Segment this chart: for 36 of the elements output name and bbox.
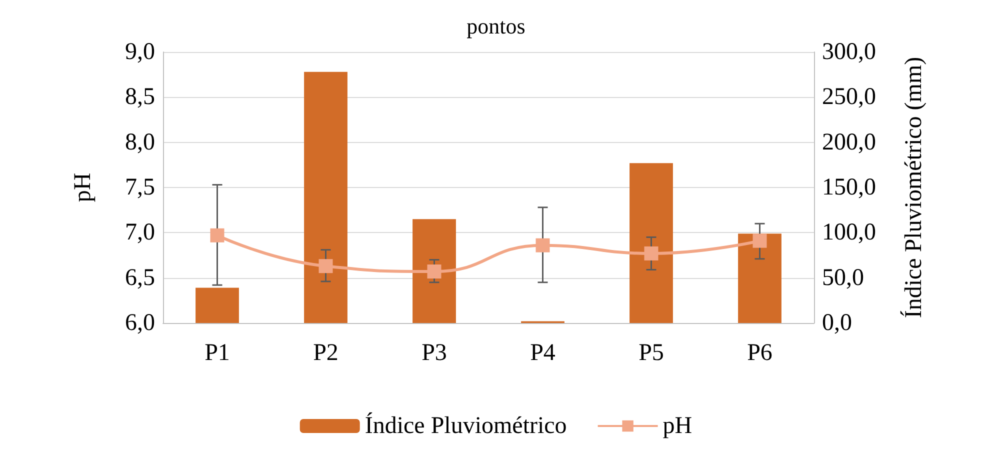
- point: [752, 234, 767, 248]
- y-axis-title: pH: [70, 172, 96, 202]
- y2-tick-label: 0,0: [822, 310, 852, 336]
- chart-title: pontos: [466, 14, 526, 38]
- y-tick-label: 7,5: [125, 174, 155, 200]
- y-tick-label: 8,5: [125, 84, 155, 110]
- y2-axis-title: Índice Pluviométrico (mm): [900, 56, 927, 318]
- x-tick-label: P2: [313, 340, 338, 366]
- point: [644, 246, 658, 260]
- bar: [304, 72, 348, 323]
- y2-tick-label: 250,0: [822, 84, 876, 110]
- bar: [630, 163, 673, 323]
- y-tick-label: 7,0: [125, 220, 155, 246]
- point: [427, 264, 442, 279]
- legend-label: Índice Pluviométrico: [364, 412, 567, 439]
- y2-tick-label: 150,0: [822, 174, 876, 200]
- y-tick-label: 6,5: [125, 264, 155, 291]
- y-tick-label: 6,0: [125, 310, 155, 336]
- y-tick-label: 8,0: [125, 129, 155, 156]
- x-tick-label: P5: [638, 340, 664, 366]
- point: [210, 228, 224, 242]
- point: [536, 238, 550, 252]
- bar: [196, 288, 239, 323]
- y2-tick-label: 300,0: [822, 39, 876, 65]
- x-tick-label: P4: [530, 340, 556, 366]
- bar: [738, 234, 782, 323]
- y2-tick-label: 50,0: [822, 264, 864, 291]
- x-tick-label: P1: [204, 340, 230, 366]
- bar: [412, 219, 456, 323]
- x-tick-label: P3: [422, 340, 447, 366]
- x-tick-label: P6: [747, 340, 772, 366]
- y2-tick-label: 200,0: [822, 129, 876, 156]
- y2-tick-label: 100,0: [822, 220, 876, 246]
- point: [318, 259, 333, 274]
- y-tick-label: 9,0: [125, 39, 155, 65]
- legend-label: pH: [662, 413, 692, 439]
